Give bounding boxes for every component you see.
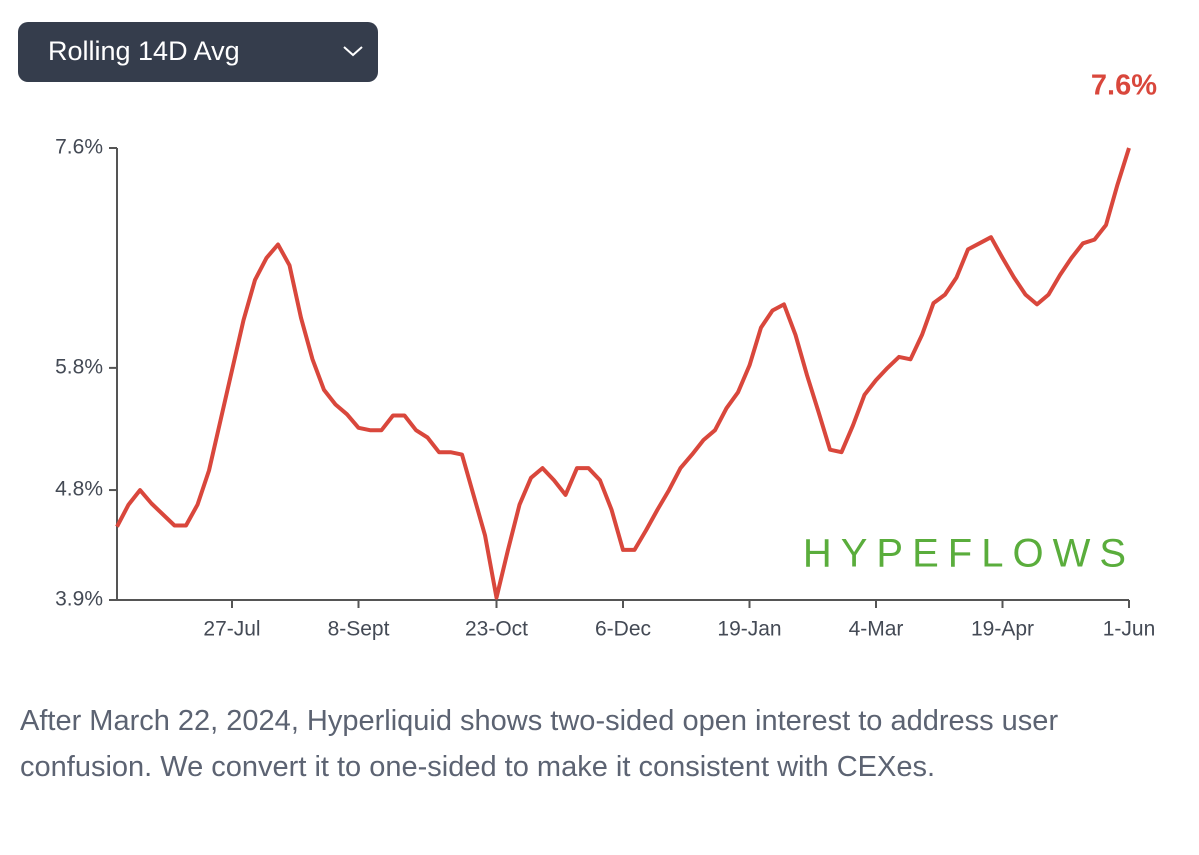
x-tick-label: 19-Jan <box>717 618 781 641</box>
value-annotation: 7.6% <box>1091 70 1157 102</box>
chart: 7.6% HYPEFLOWS 3.9% 4.8% 5.8% 7.6% 27-Jul 8-S… <box>55 70 1157 641</box>
y-tick-label: 5.8% <box>55 355 103 378</box>
y-tick-label: 3.9% <box>55 588 103 611</box>
dropdown-label: Rolling 14D Avg <box>48 36 240 66</box>
data-line <box>115 147 1131 600</box>
x-tick-label: 4-Mar <box>849 618 904 641</box>
watermark: HYPEFLOWS <box>803 532 1135 576</box>
dropdown[interactable]: Rolling 14D Avg <box>18 22 378 82</box>
chevron-icon <box>343 46 363 57</box>
x-tick-label: 27-Jul <box>203 618 260 641</box>
y-tick-label: 7.6% <box>55 136 103 159</box>
x-tick-label: 1-Jun <box>1103 618 1156 641</box>
y-tick-label: 4.8% <box>55 478 103 501</box>
caption: After March 22, 2024, Hyperliquid shows … <box>20 705 1059 783</box>
x-tick-label: 6-Dec <box>595 618 651 641</box>
x-tick-label: 8-Sept <box>328 618 390 641</box>
x-tick-label: 19-Apr <box>971 618 1034 641</box>
x-tick-label: 23-Oct <box>465 618 528 641</box>
